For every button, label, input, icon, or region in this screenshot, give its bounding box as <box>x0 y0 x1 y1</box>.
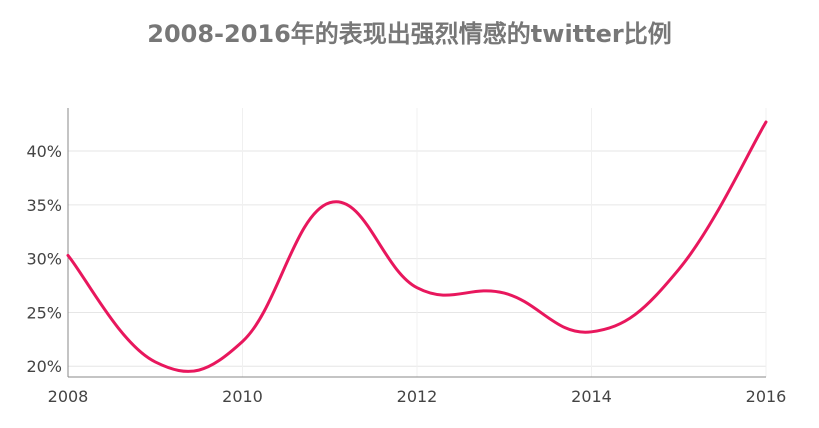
grid-lines <box>68 108 767 377</box>
y-tick-label: 20% <box>26 357 62 376</box>
x-tick-label: 2008 <box>48 387 89 406</box>
y-tick-labels: 20% 25% 30% 35% 40% <box>26 142 62 376</box>
series-line <box>66 120 768 373</box>
y-tick-label: 25% <box>26 303 62 322</box>
y-tick-label: 30% <box>26 250 62 269</box>
series-group <box>66 120 768 373</box>
x-tick-label: 2010 <box>222 387 263 406</box>
x-tick-labels: 2008 2010 2012 2014 2016 <box>48 387 787 406</box>
axes <box>67 108 766 378</box>
y-tick-label: 35% <box>26 196 62 215</box>
y-tick-label: 40% <box>26 142 62 161</box>
chart-title: 2008-2016年的表现出强烈情感的twitter比例 <box>147 20 672 48</box>
x-tick-label: 2016 <box>746 387 787 406</box>
x-tick-label: 2014 <box>571 387 612 406</box>
x-tick-label: 2012 <box>397 387 438 406</box>
